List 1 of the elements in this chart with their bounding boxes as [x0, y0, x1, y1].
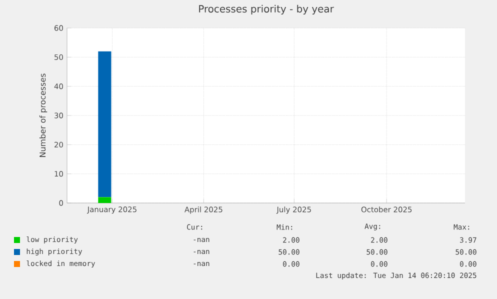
chart-title: Processes priority - by year [199, 4, 334, 15]
